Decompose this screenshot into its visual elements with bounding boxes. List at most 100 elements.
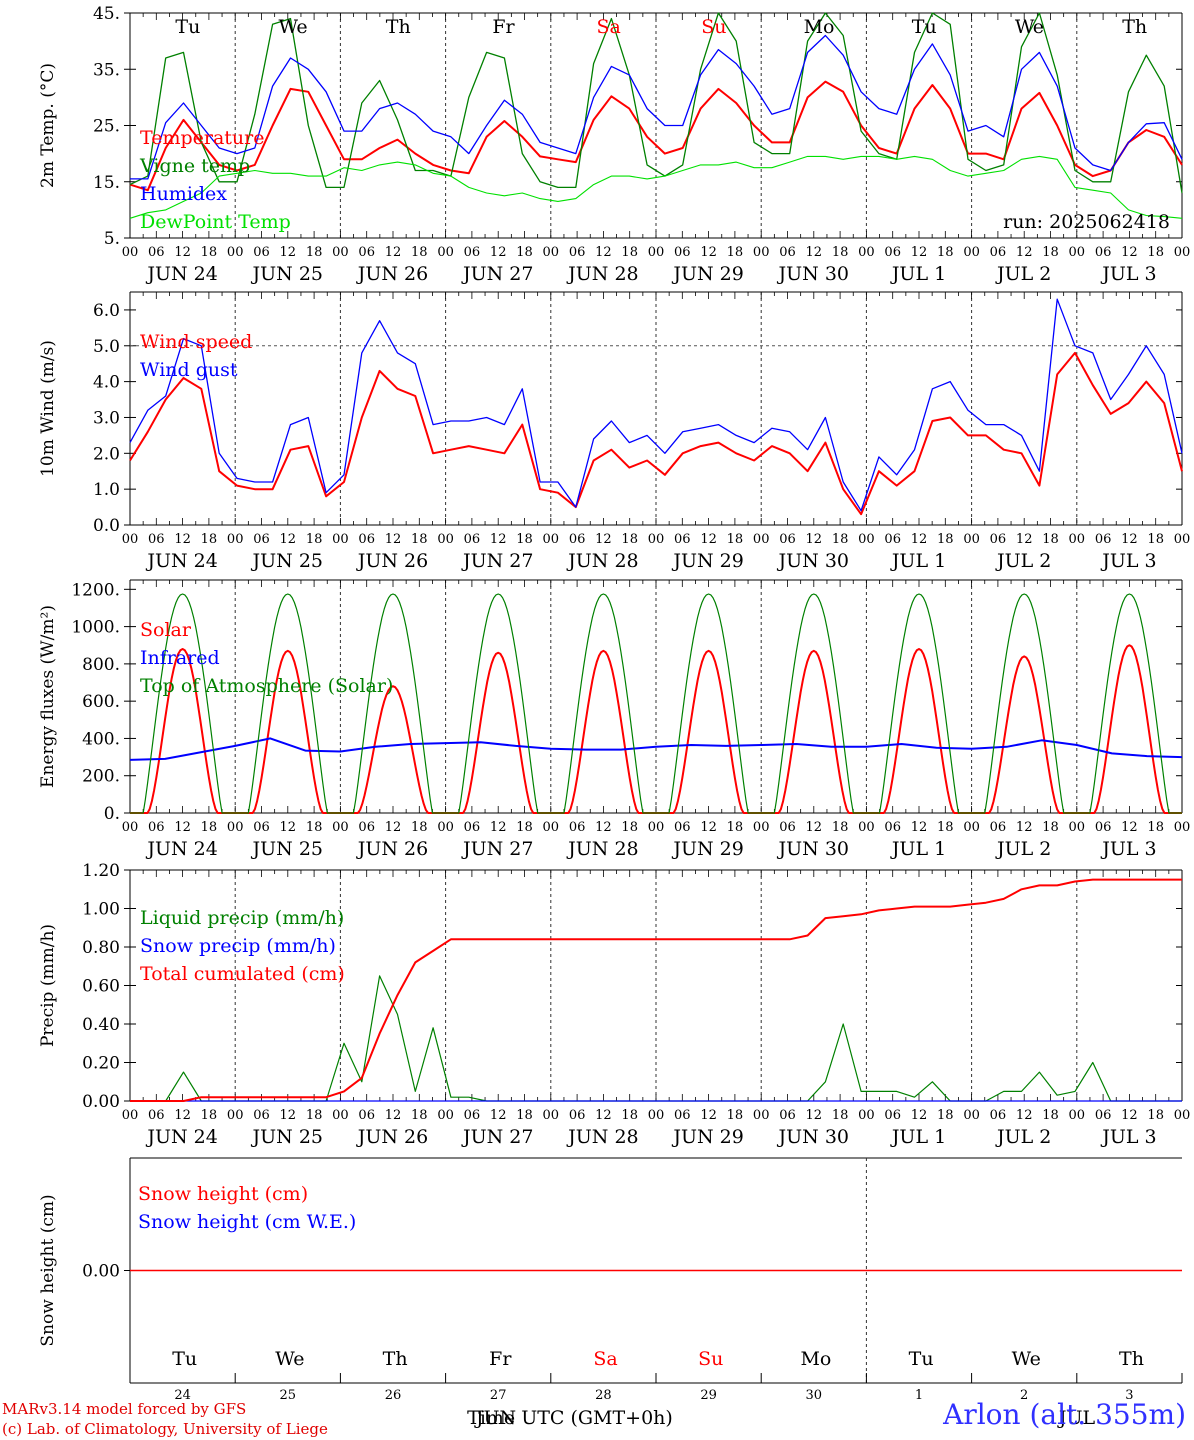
hour-tick-label: 12 bbox=[911, 820, 928, 835]
y-tick-label: 800. bbox=[82, 655, 120, 675]
hour-tick-label: 12 bbox=[595, 532, 612, 547]
hour-tick-label: 00 bbox=[332, 532, 349, 547]
hour-tick-label: 18 bbox=[832, 1108, 849, 1123]
hour-tick-label: 00 bbox=[858, 820, 875, 835]
series-line-wind-gust bbox=[129, 298, 1183, 512]
hour-tick-label: 06 bbox=[569, 1108, 586, 1123]
hour-tick-label: 18 bbox=[621, 245, 638, 260]
y-axis-label: 10m Wind (m/s) bbox=[38, 340, 58, 477]
hour-tick-label: 00 bbox=[858, 1108, 875, 1123]
hour-tick-label: 00 bbox=[963, 532, 980, 547]
hour-tick-label: 18 bbox=[1147, 820, 1164, 835]
y-tick-label: 0.00 bbox=[82, 1092, 120, 1112]
run-annotation: run: 2025062418 bbox=[1003, 211, 1170, 233]
date-label: JUN 26 bbox=[356, 550, 428, 572]
hour-tick-label: 12 bbox=[806, 245, 823, 260]
hour-tick-label: 00 bbox=[858, 532, 875, 547]
hour-tick-label: 00 bbox=[858, 245, 875, 260]
hour-tick-label: 00 bbox=[1069, 820, 1086, 835]
hour-tick-label: 18 bbox=[727, 1108, 744, 1123]
hour-tick-label: 00 bbox=[543, 1108, 560, 1123]
hour-tick-label: 12 bbox=[700, 820, 717, 835]
y-tick-label: 15. bbox=[93, 173, 120, 193]
date-label: JUN 28 bbox=[566, 263, 638, 285]
date-label: JUN 30 bbox=[777, 838, 849, 860]
hour-tick-label: 18 bbox=[937, 820, 954, 835]
panel-3 bbox=[124, 579, 1183, 814]
hour-tick-label: 12 bbox=[385, 820, 402, 835]
hour-tick-label: 18 bbox=[1042, 820, 1059, 835]
date-label: JUN 24 bbox=[145, 838, 217, 860]
hour-tick-label: 00 bbox=[963, 820, 980, 835]
hour-tick-label: 00 bbox=[437, 532, 454, 547]
day-number-label: 25 bbox=[280, 1388, 297, 1403]
date-label: JUN 26 bbox=[356, 1126, 428, 1148]
hour-tick-label: 18 bbox=[411, 532, 428, 547]
hour-tick-label: 18 bbox=[621, 820, 638, 835]
hour-tick-label: 00 bbox=[753, 1108, 770, 1123]
y-tick-label: 6.0 bbox=[93, 301, 120, 321]
hour-tick-label: 00 bbox=[227, 1108, 244, 1123]
hour-tick-label: 00 bbox=[437, 1108, 454, 1123]
hour-tick-label: 00 bbox=[227, 245, 244, 260]
hour-tick-label: 06 bbox=[148, 532, 165, 547]
hour-tick-label: 06 bbox=[253, 820, 270, 835]
weekday-label: Th bbox=[383, 1348, 408, 1370]
hour-tick-label: 06 bbox=[464, 820, 481, 835]
hour-tick-label: 12 bbox=[385, 532, 402, 547]
hour-tick-label: 18 bbox=[306, 1108, 323, 1123]
hour-tick-label: 06 bbox=[779, 245, 796, 260]
y-tick-label: 1.20 bbox=[82, 861, 120, 881]
hour-tick-label: 18 bbox=[411, 1108, 428, 1123]
panel-4 bbox=[124, 869, 1183, 1102]
hour-tick-label: 00 bbox=[437, 820, 454, 835]
day-number-label: 26 bbox=[385, 1388, 402, 1403]
day-number-label: 28 bbox=[595, 1388, 612, 1403]
hour-tick-label: 06 bbox=[358, 1108, 375, 1123]
hour-tick-label: 00 bbox=[1069, 245, 1086, 260]
hour-tick-label: 18 bbox=[937, 532, 954, 547]
y-tick-label: 1.00 bbox=[82, 900, 120, 920]
day-number-label: 30 bbox=[806, 1388, 823, 1403]
y-tick-label: 0.0 bbox=[93, 516, 120, 536]
weekday-label: We bbox=[1012, 1348, 1041, 1370]
hour-tick-label: 00 bbox=[1174, 532, 1191, 547]
hour-tick-label: 12 bbox=[174, 532, 191, 547]
weekday-label: Su bbox=[698, 1348, 723, 1370]
weekday-label: Tu bbox=[909, 1348, 934, 1370]
date-label: JUN 29 bbox=[671, 838, 743, 860]
hour-tick-label: 06 bbox=[779, 532, 796, 547]
hour-tick-label: 18 bbox=[201, 1108, 218, 1123]
date-label: JUN 26 bbox=[356, 263, 428, 285]
hour-tick-label: 06 bbox=[464, 1108, 481, 1123]
date-label: JUN 25 bbox=[251, 263, 323, 285]
hour-tick-label: 00 bbox=[543, 245, 560, 260]
hour-tick-label: 18 bbox=[727, 532, 744, 547]
hour-tick-label: 12 bbox=[280, 532, 297, 547]
hour-tick-label: 06 bbox=[148, 820, 165, 835]
legend-entry: Vigne temp bbox=[139, 155, 250, 177]
hour-tick-label: 06 bbox=[1095, 820, 1112, 835]
hour-tick-label: 06 bbox=[569, 532, 586, 547]
weekday-label: Th bbox=[1122, 16, 1147, 38]
weekday-label: Fr bbox=[492, 16, 515, 38]
panel-5 bbox=[124, 1157, 1183, 1384]
y-tick-label: 5.0 bbox=[93, 337, 120, 357]
date-label: JUL 1 bbox=[890, 550, 946, 572]
station-name: Arlon (alt. 355m) bbox=[943, 1398, 1186, 1431]
hour-tick-label: 06 bbox=[1095, 245, 1112, 260]
hour-tick-label: 18 bbox=[306, 820, 323, 835]
hour-tick-label: 00 bbox=[753, 245, 770, 260]
hour-tick-label: 00 bbox=[753, 820, 770, 835]
hour-tick-label: 12 bbox=[1121, 820, 1138, 835]
hour-tick-label: 18 bbox=[516, 1108, 533, 1123]
hour-tick-label: 18 bbox=[1042, 532, 1059, 547]
day-number-label: 27 bbox=[490, 1388, 507, 1403]
date-label: JUL 2 bbox=[995, 550, 1051, 572]
hour-tick-label: 18 bbox=[1147, 1108, 1164, 1123]
hour-tick-label: 06 bbox=[884, 532, 901, 547]
hour-tick-label: 12 bbox=[174, 820, 191, 835]
day-number-label: 2 bbox=[1020, 1388, 1028, 1403]
hour-tick-label: 12 bbox=[1121, 1108, 1138, 1123]
series-line-temperature bbox=[129, 80, 1183, 192]
